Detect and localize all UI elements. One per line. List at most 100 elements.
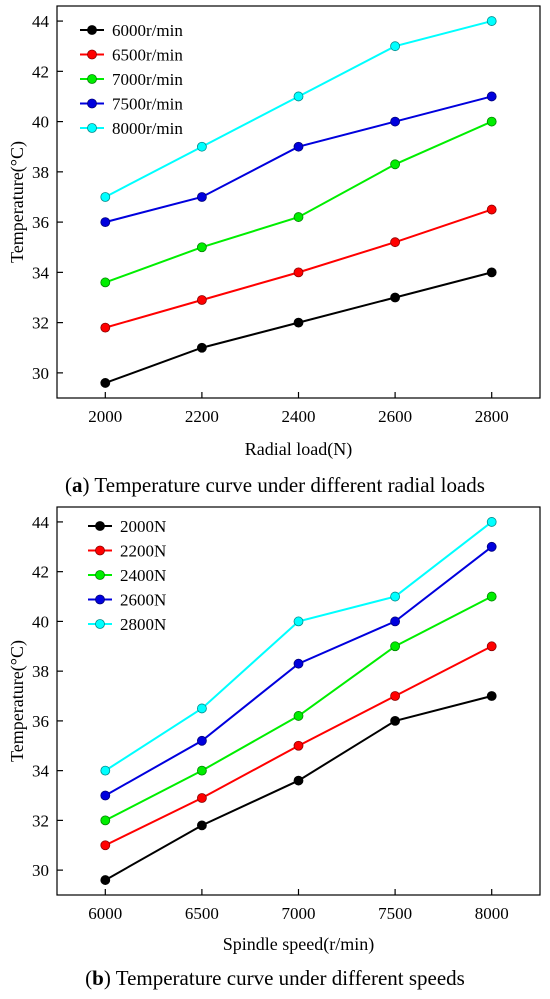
legend-label: 2000N <box>120 517 166 536</box>
data-point <box>486 641 497 652</box>
data-point <box>486 541 497 552</box>
legend-label: 2600N <box>120 591 166 610</box>
data-point <box>196 141 207 152</box>
y-tick-label: 38 <box>32 662 49 681</box>
caption-label: b <box>92 966 104 990</box>
series-line <box>104 271 492 384</box>
legend-label: 7000r/min <box>112 70 183 89</box>
data-point <box>100 378 111 388</box>
series-line <box>104 695 492 881</box>
x-tick-label: 2800 <box>475 407 509 426</box>
data-point <box>196 342 207 353</box>
plot-frame <box>56 5 541 399</box>
y-axis-label: Temperature(°C) <box>7 640 28 762</box>
x-tick-label: 7000 <box>282 904 316 923</box>
y-tick-label: 32 <box>32 811 49 830</box>
x-tick-label: 7500 <box>378 904 412 923</box>
x-axis-label: Radial load(N) <box>245 439 352 460</box>
y-tick-label: 34 <box>32 263 50 282</box>
legend: 6000r/min 6500r/min 7000r/min 7500r/min 8000… <box>80 21 183 138</box>
x-tick-label: 8000 <box>475 904 509 923</box>
x-tick-label: 6000 <box>88 904 122 923</box>
x-axis-label: Spindle speed(r/min) <box>223 934 374 955</box>
caption-text: Temperature curve under different radial… <box>94 473 485 497</box>
data-point <box>293 212 304 222</box>
legend-label: 6000r/min <box>112 21 183 40</box>
x-tick-label: 2200 <box>185 407 219 426</box>
data-point <box>390 41 401 52</box>
data-point <box>293 616 304 627</box>
chart-marks <box>100 16 497 388</box>
legend-marker <box>87 49 97 60</box>
data-point <box>100 765 111 776</box>
y-tick-label: 40 <box>32 612 49 631</box>
data-point <box>390 292 401 303</box>
chart-marks <box>100 517 497 885</box>
data-point <box>196 820 207 831</box>
data-point <box>390 159 401 170</box>
y-tick-label: 38 <box>32 163 49 182</box>
data-point <box>100 192 111 202</box>
legend-label: 7500r/min <box>112 95 183 114</box>
data-point <box>486 16 497 26</box>
data-point <box>196 703 207 714</box>
data-point <box>390 616 401 627</box>
data-point <box>100 217 111 228</box>
y-tick-label: 32 <box>32 314 49 333</box>
legend: 2000N 2200N 2400N 2600N 2800N <box>88 517 166 634</box>
y-tick-label: 44 <box>32 513 50 532</box>
data-point <box>390 715 401 726</box>
data-point <box>100 277 111 288</box>
data-point <box>390 591 401 602</box>
data-point <box>100 790 111 801</box>
y-tick-label: 30 <box>32 364 49 383</box>
legend-label: 2800N <box>120 615 166 634</box>
data-point <box>100 815 111 826</box>
data-point <box>293 775 304 786</box>
axis-ticks: 6000 6500 7000 7500 8000 30 32 34 36 38 40 42 44 <box>32 513 509 923</box>
caption-label: a <box>72 473 83 497</box>
data-point <box>196 765 207 776</box>
data-point <box>486 591 497 602</box>
data-point <box>100 840 111 851</box>
chart-panel-a: 2000 2200 2400 2600 2800 30 32 34 36 38 40 42 44 600… <box>7 5 541 497</box>
x-tick-label: 6500 <box>185 904 219 923</box>
data-point <box>486 91 497 102</box>
data-point <box>390 116 401 127</box>
axis-ticks: 2000 2200 2400 2600 2800 30 32 34 36 38 40 42 44 <box>32 12 509 426</box>
y-tick-label: 42 <box>32 563 49 582</box>
caption-text: Temperature curve under different speeds <box>116 966 465 990</box>
data-point <box>293 740 304 751</box>
data-point <box>196 242 207 253</box>
data-point <box>196 735 207 746</box>
panel-caption: (a) Temperature curve under different ra… <box>65 473 485 497</box>
chart-panel-b: 6000 6500 7000 7500 8000 30 32 34 36 38 40 42 44 200… <box>7 506 541 990</box>
y-tick-label: 34 <box>32 762 50 781</box>
legend-label: 8000r/min <box>112 119 183 138</box>
y-tick-label: 40 <box>32 113 49 132</box>
x-tick-label: 2600 <box>378 407 412 426</box>
y-tick-label: 36 <box>32 712 49 731</box>
data-point <box>293 91 304 102</box>
y-tick-label: 30 <box>32 861 49 880</box>
data-point <box>293 658 304 669</box>
data-point <box>390 641 401 652</box>
data-point <box>390 691 401 701</box>
data-point <box>293 141 304 152</box>
data-point <box>486 267 497 278</box>
data-point <box>390 237 401 248</box>
legend-marker <box>87 25 97 35</box>
legend-marker <box>95 545 105 556</box>
y-tick-label: 42 <box>32 62 49 81</box>
y-tick-label: 44 <box>32 12 50 31</box>
x-tick-label: 2400 <box>282 407 316 426</box>
data-point <box>100 875 111 885</box>
series-line <box>105 95 492 224</box>
data-point <box>293 267 304 278</box>
data-point <box>486 116 497 127</box>
legend-marker <box>95 594 105 605</box>
legend-label: 6500r/min <box>112 46 183 65</box>
y-axis-label: Temperature(°C) <box>7 141 28 263</box>
legend-marker <box>95 521 105 531</box>
